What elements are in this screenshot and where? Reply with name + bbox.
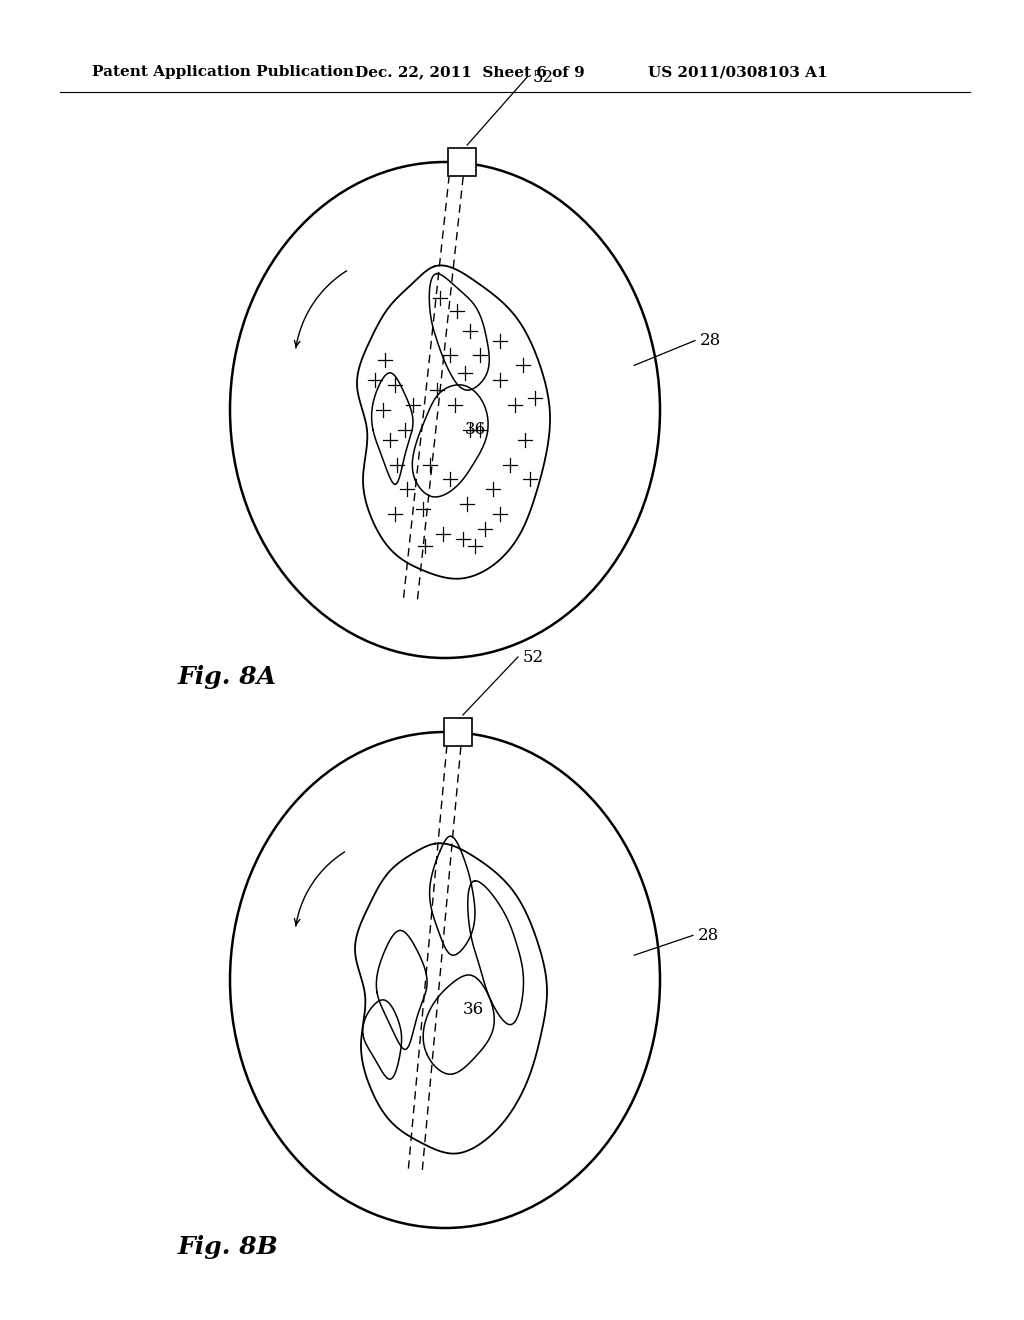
Text: Dec. 22, 2011  Sheet 6 of 9: Dec. 22, 2011 Sheet 6 of 9 xyxy=(355,65,585,79)
Text: Fig. 8A: Fig. 8A xyxy=(178,665,278,689)
Text: 28: 28 xyxy=(700,333,721,348)
Text: 28: 28 xyxy=(698,927,719,944)
Text: 36: 36 xyxy=(463,1002,484,1018)
Bar xyxy=(449,148,476,176)
Text: Patent Application Publication: Patent Application Publication xyxy=(92,65,354,79)
Text: 52: 52 xyxy=(532,69,553,86)
Text: 36: 36 xyxy=(465,421,486,438)
Text: 52: 52 xyxy=(523,648,544,665)
Text: Fig. 8B: Fig. 8B xyxy=(178,1236,279,1259)
Text: US 2011/0308103 A1: US 2011/0308103 A1 xyxy=(648,65,827,79)
Bar xyxy=(443,718,472,746)
